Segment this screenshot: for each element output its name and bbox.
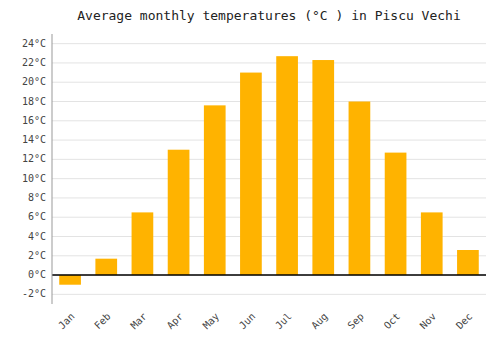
x-tick-label: Dec [454, 311, 475, 332]
grid-line [52, 82, 486, 83]
y-tick-label: 6°C [28, 211, 46, 222]
x-tick-label: Jun [237, 311, 258, 332]
chart-container: Average monthly temperatures (°C ) in Pi… [0, 0, 500, 350]
y-tick-label: 24°C [22, 38, 46, 49]
y-tick-label: 12°C [22, 153, 46, 164]
grid-line [52, 140, 486, 141]
y-tick-label: 2°C [28, 250, 46, 261]
y-tick-label: 14°C [22, 134, 46, 145]
bar [276, 56, 298, 275]
x-tick-label: Jan [56, 311, 77, 332]
x-tick-label: May [201, 311, 222, 332]
grid-line [52, 101, 486, 102]
title: Average monthly temperatures (°C ) in Pi… [77, 8, 461, 23]
bar [312, 60, 334, 275]
grid-line [52, 275, 486, 276]
grid-line [52, 120, 486, 121]
grid-line [52, 294, 486, 295]
y-tick-label: 8°C [28, 192, 46, 203]
grid-line [52, 178, 486, 179]
x-axis: Jan Feb Mar Apr May Jun Jul Aug Sep Oct Nov Dec [56, 311, 474, 332]
y-tick-label: 0°C [28, 269, 46, 280]
bar [349, 102, 371, 276]
bar [204, 105, 226, 275]
x-tick-label: Oct [382, 311, 403, 332]
bars [59, 56, 479, 285]
y-tick-label: -2°C [22, 288, 46, 299]
grid-line [52, 43, 486, 44]
y-tick-label: 4°C [28, 231, 46, 242]
y-tick-label: 10°C [22, 173, 46, 184]
x-tick-label: Mar [128, 311, 149, 332]
bar [59, 275, 81, 285]
bar [168, 150, 190, 275]
x-tick-label: Sep [345, 311, 366, 332]
x-tick-label: Nov [418, 311, 439, 332]
y-tick-label: 22°C [22, 57, 46, 68]
y-tick-label: 18°C [22, 96, 46, 107]
bar [240, 73, 262, 275]
x-tick-label: Apr [165, 311, 186, 332]
x-tick-label: Feb [92, 311, 113, 332]
bar [385, 153, 407, 275]
y-tick-label: 20°C [22, 76, 46, 87]
grid-line [52, 159, 486, 160]
zero-line [52, 274, 486, 276]
x-tick-label: Aug [309, 311, 330, 332]
y-tick-label: 16°C [22, 115, 46, 126]
x-tick-label: Jul [273, 311, 294, 332]
bar [421, 212, 443, 275]
bar [457, 250, 479, 275]
chart: Average monthly temperatures (°C ) in Pi… [0, 0, 500, 350]
grid-line [52, 62, 486, 63]
y-axis-line [52, 34, 53, 304]
grid-line [52, 197, 486, 198]
y-axis: -2°C 0°C 2°C 4°C 6°C 8°C 10°C 12°C 14°C 16°C 18°C 2… [22, 38, 486, 300]
bar [132, 212, 154, 275]
bar [95, 259, 117, 275]
